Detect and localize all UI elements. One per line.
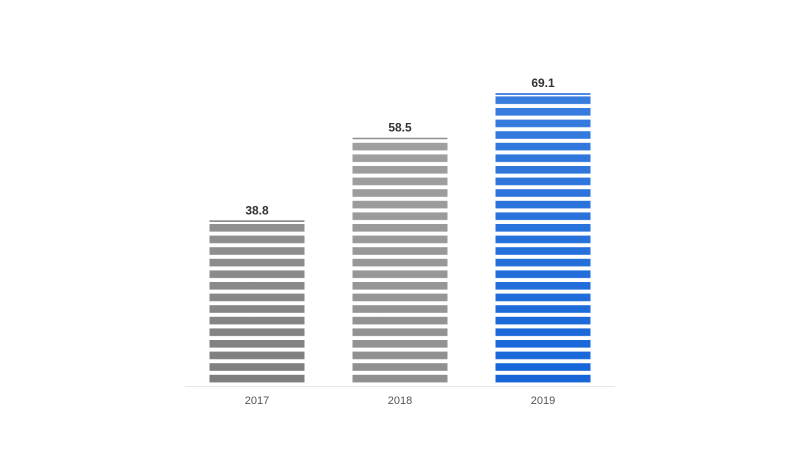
value-label: 38.8 (245, 203, 269, 217)
x-tick-label: 2019 (531, 395, 555, 407)
value-label: 58.5 (388, 121, 412, 135)
x-tick-label: 2017 (245, 395, 269, 407)
value-label: 69.1 (531, 76, 555, 90)
bar (209, 223, 305, 386)
bar (495, 96, 591, 386)
bar (352, 140, 448, 386)
x-tick-label: 2018 (388, 395, 412, 407)
